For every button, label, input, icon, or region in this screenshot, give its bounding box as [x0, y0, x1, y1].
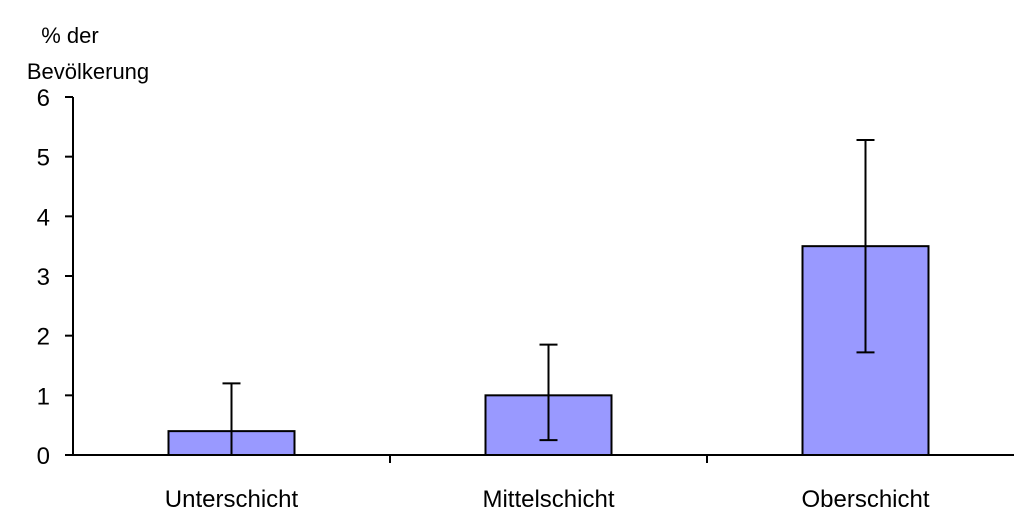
- axes: [65, 96, 1014, 463]
- y-tick-label-2: 2: [37, 324, 50, 351]
- x-tick-label-mittelschicht: Mittelschicht: [482, 486, 614, 513]
- y-axis-title: % der Bevölkerung: [27, 23, 149, 84]
- error-bars: [222, 138, 875, 455]
- x-tick-label-oberschicht: Oberschicht: [801, 486, 929, 513]
- y-tick-label-1: 1: [37, 383, 50, 410]
- error-bar-oberschicht: [856, 138, 875, 354]
- y-axis-title-line-1: % der: [41, 23, 98, 48]
- error-bar-mittelschicht: [539, 343, 558, 442]
- y-tick-label-0: 0: [37, 443, 50, 470]
- y-tick-label-6: 6: [37, 85, 50, 112]
- error-bar-unterschicht: [222, 382, 241, 455]
- tick-labels: 0 1 2 3 4 5 6 Unterschicht Mittelschicht Oberschi…: [37, 85, 930, 513]
- y-tick-label-4: 4: [37, 204, 50, 231]
- y-tick-label-3: 3: [37, 264, 50, 291]
- y-tick-label-5: 5: [37, 145, 50, 172]
- y-axis-title-line-2: Bevölkerung: [27, 59, 149, 84]
- x-tick-label-unterschicht: Unterschicht: [165, 486, 299, 513]
